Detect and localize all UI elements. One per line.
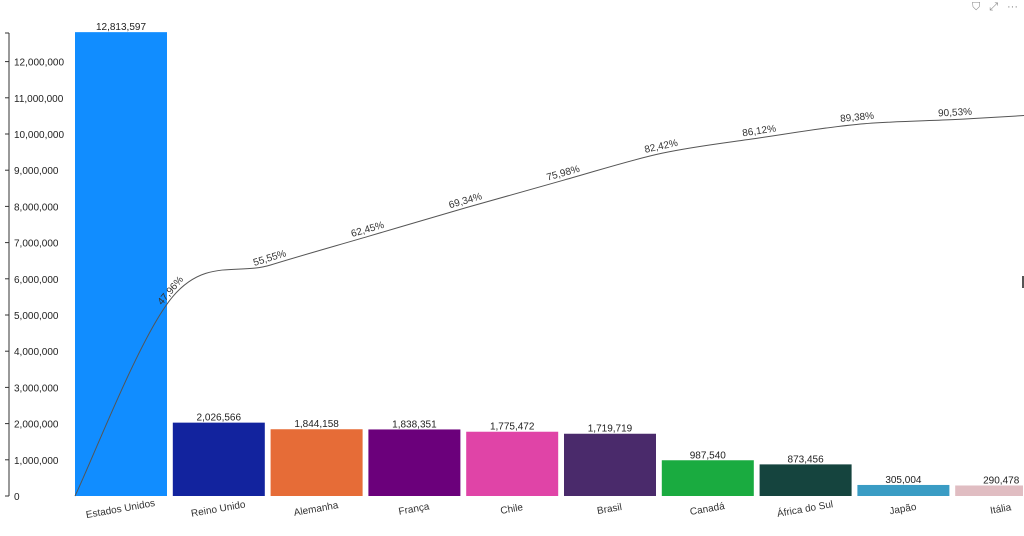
x-axis-category-label: Estados Unidos xyxy=(85,498,156,521)
bar xyxy=(661,460,754,496)
visual-header-toolbar: ⛉ ⤢ ··· xyxy=(972,0,1018,14)
x-axis-category-label: Itália xyxy=(989,502,1012,517)
bar xyxy=(759,464,852,496)
filter-icon[interactable]: ⛉ xyxy=(971,1,981,13)
cumulative-percent-line xyxy=(74,115,1024,497)
focus-mode-icon[interactable]: ⤢ xyxy=(989,1,998,13)
cumulative-percent-label: 55,55% xyxy=(252,248,288,269)
more-options-icon[interactable]: ··· xyxy=(1007,1,1018,13)
y-axis-tick-label: 11,000,000 xyxy=(14,94,64,105)
cumulative-percent-label: 86,12% xyxy=(742,123,777,139)
x-axis-category-label: Reino Unido xyxy=(190,499,247,519)
x-axis-category-label: Japão xyxy=(889,502,918,518)
bar xyxy=(270,429,363,496)
bar-value-label: 873,456 xyxy=(788,454,825,465)
bar-value-label: 2,026,566 xyxy=(197,413,242,424)
y-axis-tick-label: 10,000,000 xyxy=(14,130,64,141)
y-axis-tick-label: 1,000,000 xyxy=(14,456,59,467)
bar-value-label: 1,719,719 xyxy=(588,424,633,435)
y-axis-tick-label: 9,000,000 xyxy=(14,166,59,177)
x-axis-category-label: África do Sul xyxy=(776,497,834,520)
y-axis-tick-label: 5,000,000 xyxy=(14,311,59,322)
x-axis-category-label: França xyxy=(398,501,431,517)
bar-value-label: 1,844,158 xyxy=(294,419,339,430)
y-axis-tick-label: 3,000,000 xyxy=(14,383,59,394)
bar-value-label: 12,813,597 xyxy=(96,22,146,33)
bar-value-label: 987,540 xyxy=(690,450,727,461)
bar-value-label: 290,478 xyxy=(983,475,1020,486)
x-axis-category-label: Chile xyxy=(500,502,525,517)
cumulative-percent-label: 89,38% xyxy=(840,111,875,125)
x-axis-category-label: Alemanha xyxy=(293,500,340,519)
bar xyxy=(564,433,656,496)
bar xyxy=(172,422,265,496)
x-axis-category-label: Brasil xyxy=(596,502,623,517)
x-axis-category-label: Canadá xyxy=(689,501,726,518)
y-axis-tick-label: 0 xyxy=(14,492,20,503)
bar-value-label: 1,775,472 xyxy=(490,422,535,433)
bar xyxy=(466,431,559,496)
cumulative-percent-label: 90,53% xyxy=(938,107,973,120)
bar-value-label: 1,838,351 xyxy=(392,419,437,430)
y-axis-tick-label: 8,000,000 xyxy=(14,202,59,213)
y-axis-tick-label: 4,000,000 xyxy=(14,347,59,358)
y-axis-tick-label: 12,000,000 xyxy=(14,58,64,69)
bar xyxy=(75,32,167,496)
y-axis-tick-label: 6,000,000 xyxy=(14,275,59,286)
y-axis-tick-label: 2,000,000 xyxy=(14,420,59,431)
bar xyxy=(955,485,1023,496)
bar xyxy=(368,429,461,496)
y-axis-tick-label: 7,000,000 xyxy=(14,239,59,250)
resize-handle[interactable] xyxy=(1022,276,1024,288)
bar-value-label: 305,004 xyxy=(885,475,922,486)
bar xyxy=(857,484,950,496)
